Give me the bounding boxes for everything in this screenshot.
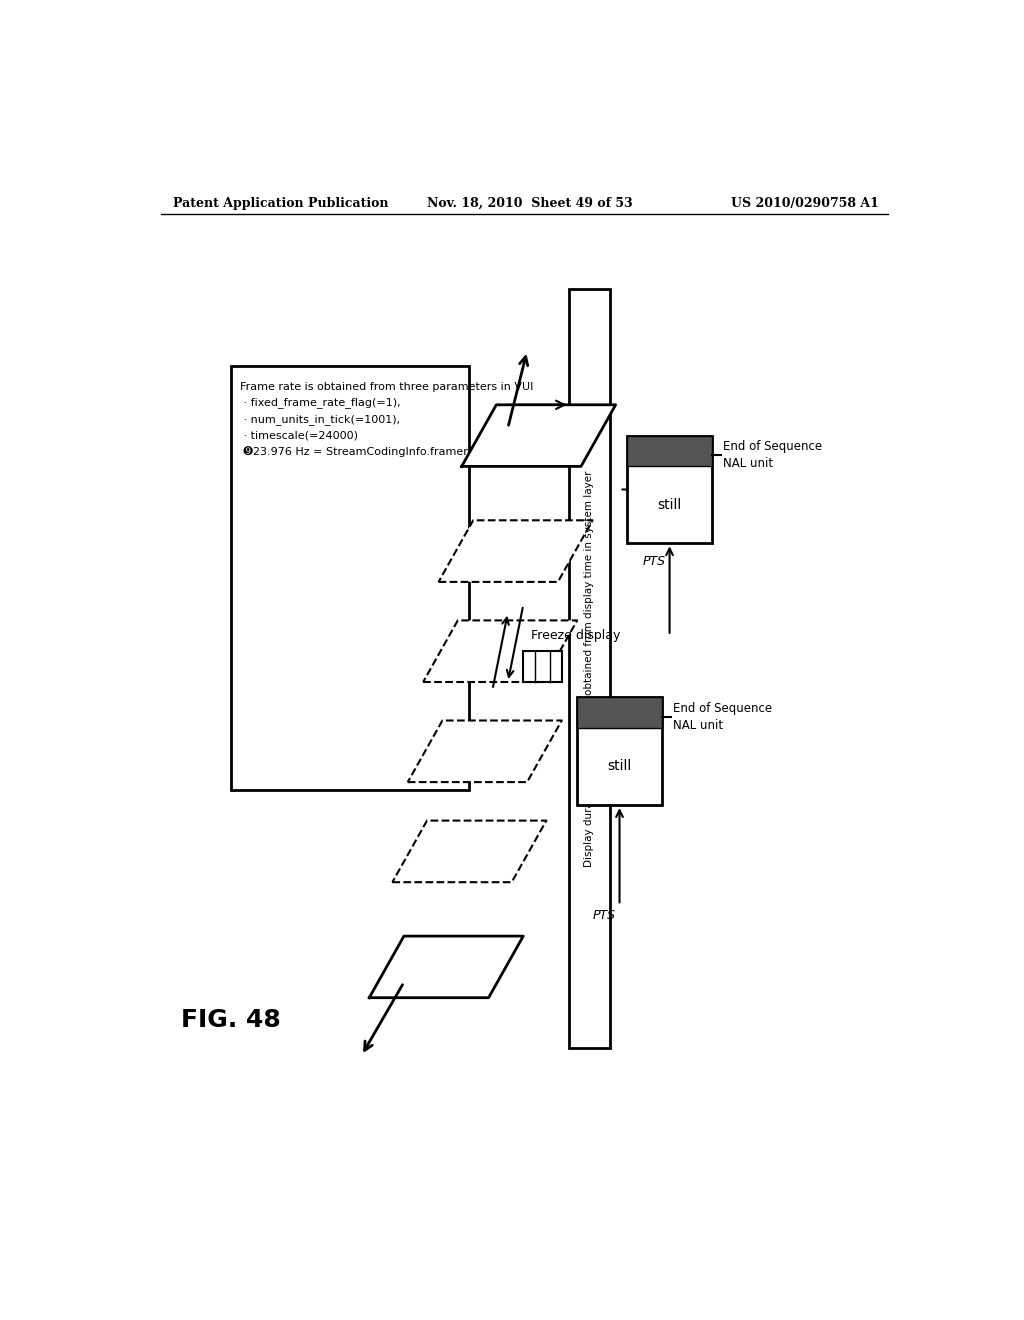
Text: End of Sequence
NAL unit: End of Sequence NAL unit xyxy=(674,702,772,731)
Bar xyxy=(569,289,609,1048)
Polygon shape xyxy=(370,936,523,998)
Text: Display duration of still image is obtained from display time in system layer: Display duration of still image is obtai… xyxy=(585,470,595,867)
Text: Frame rate is obtained from three parameters in VUI
 · fixed_frame_rate_flag(=1): Frame rate is obtained from three parame… xyxy=(240,381,534,458)
Text: End of Sequence
NAL unit: End of Sequence NAL unit xyxy=(724,440,822,470)
Text: Freeze display: Freeze display xyxy=(531,630,621,643)
Text: FIG. 48: FIG. 48 xyxy=(180,1008,281,1032)
Text: Nov. 18, 2010  Sheet 49 of 53: Nov. 18, 2010 Sheet 49 of 53 xyxy=(427,197,633,210)
Bar xyxy=(628,436,712,544)
Polygon shape xyxy=(462,405,615,466)
Bar xyxy=(628,436,712,466)
Text: US 2010/0290758 A1: US 2010/0290758 A1 xyxy=(731,197,879,210)
Text: still: still xyxy=(607,759,632,774)
Bar xyxy=(523,651,562,682)
Text: Patent Application Publication: Patent Application Publication xyxy=(173,197,388,210)
Text: PTS: PTS xyxy=(593,909,615,923)
Bar xyxy=(230,367,469,789)
Polygon shape xyxy=(438,520,593,582)
Bar xyxy=(578,697,662,805)
Polygon shape xyxy=(408,721,562,781)
Polygon shape xyxy=(392,821,547,882)
Text: still: still xyxy=(657,498,682,512)
Bar xyxy=(578,697,662,727)
Polygon shape xyxy=(423,620,578,682)
Text: PTS: PTS xyxy=(643,554,666,568)
